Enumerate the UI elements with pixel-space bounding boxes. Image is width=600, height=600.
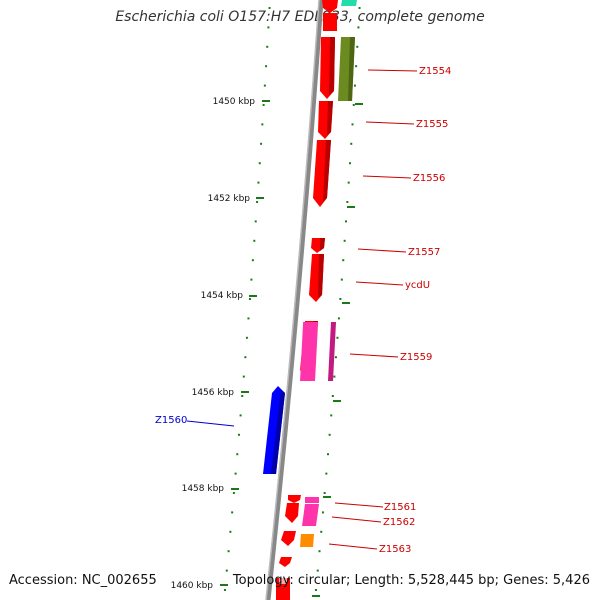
label-leader-lines — [186, 69, 418, 550]
leader-line — [365, 121, 415, 125]
leader-line — [334, 502, 384, 508]
leader-line — [355, 281, 404, 286]
gene-arrow[interactable] — [322, 0, 338, 13]
gene-label[interactable]: Z1557 — [408, 247, 440, 258]
accession-text: Accession: NC_002655 — [9, 573, 157, 588]
gene-label[interactable]: Z1556 — [413, 173, 445, 184]
outer-dotted-track — [314, 7, 361, 591]
gene-arrow[interactable] — [279, 557, 292, 567]
leader-line — [362, 175, 412, 179]
gene-arrow[interactable] — [300, 534, 314, 547]
gene-label[interactable]: Z1563 — [379, 544, 411, 555]
gene-features — [263, 0, 357, 600]
scale-tick-label: 1450 kbp — [213, 97, 256, 107]
leader-line — [186, 420, 235, 427]
gene-label[interactable]: Z1562 — [383, 517, 415, 528]
scale-tick-label: 1454 kbp — [201, 291, 244, 301]
gene-labels: Z1554 Z1555 Z1556 Z1557 ycdU Z1559 Z1560… — [155, 66, 451, 555]
gene-label[interactable]: Z1560 — [155, 415, 187, 426]
gene-label[interactable]: Z1561 — [384, 502, 416, 513]
gene-arrow[interactable] — [285, 503, 299, 523]
leader-line — [367, 69, 418, 72]
gene-label[interactable]: Z1555 — [416, 119, 448, 130]
genome-title: Escherichia coli O157:H7 EDL933, complet… — [115, 9, 485, 25]
gene-arrow[interactable] — [341, 0, 357, 6]
leader-line — [331, 516, 382, 523]
scale-tick-label: 1456 kbp — [192, 388, 235, 398]
gene-arrow[interactable] — [300, 322, 319, 381]
gene-arrow[interactable] — [288, 495, 301, 503]
gene-arrow[interactable] — [305, 497, 319, 503]
genome-backbone — [265, 0, 324, 600]
gene-arrow[interactable] — [302, 504, 319, 526]
gene-label[interactable]: ycdU — [405, 280, 430, 291]
leader-line — [328, 543, 378, 550]
scale-tick-label: 1460 kbp — [171, 581, 214, 591]
gene-label[interactable]: Z1554 — [419, 66, 451, 77]
leader-line — [357, 248, 407, 253]
scale-ticks: 1450 kbp 1452 kbp 1454 kbp 1456 kbp 1458… — [171, 97, 363, 597]
inner-dotted-track — [223, 7, 271, 591]
scale-tick-label: 1452 kbp — [208, 194, 251, 204]
gene-label[interactable]: Z1559 — [400, 352, 432, 363]
topology-text: Topology: circular; Length: 5,528,445 bp… — [232, 573, 590, 588]
gene-arrow[interactable] — [323, 13, 337, 31]
scale-tick-label: 1458 kbp — [182, 484, 225, 494]
gene-arrow[interactable] — [281, 531, 296, 546]
leader-line — [349, 353, 399, 358]
